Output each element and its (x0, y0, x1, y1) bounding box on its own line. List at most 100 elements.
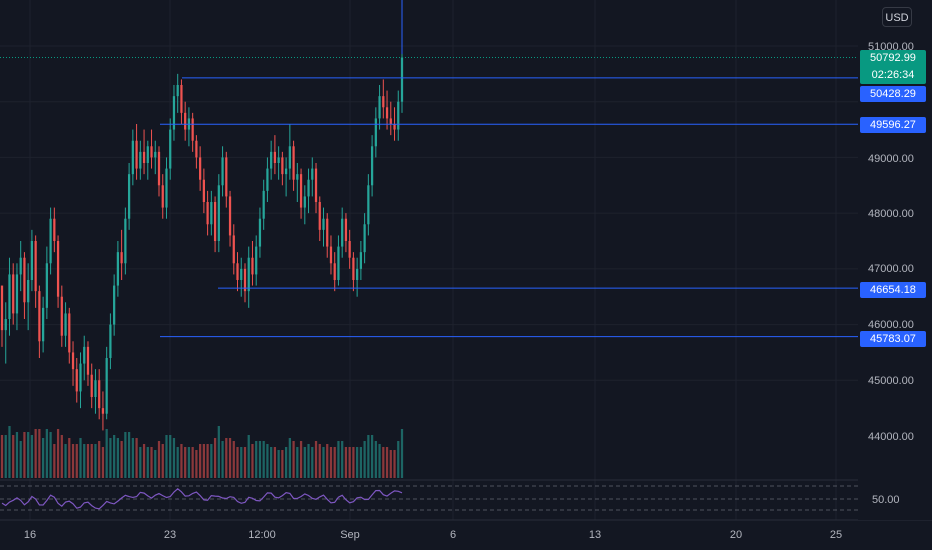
volume-bar (45, 429, 48, 478)
candle-body (184, 112, 187, 130)
volume-bar (344, 447, 348, 478)
candle-body (86, 346, 90, 375)
candle-body (210, 202, 213, 225)
volume-bar (94, 444, 97, 478)
volume-bar (359, 447, 362, 478)
currency-button[interactable]: USD (882, 7, 912, 27)
candle-body (8, 274, 11, 319)
candle-body (374, 118, 377, 147)
volume-bar (236, 447, 239, 478)
volume-bar (374, 441, 377, 478)
candle-body (53, 218, 56, 241)
volume-bar (352, 447, 355, 478)
candle-body (131, 140, 134, 175)
volume-bar (232, 441, 235, 478)
candle-body (255, 246, 258, 275)
volume-bar (363, 441, 366, 478)
time-label: 25 (829, 529, 843, 541)
volume-bar (213, 438, 217, 478)
candle-body (15, 274, 19, 314)
volume-bar (0, 435, 4, 478)
candle-body (389, 118, 392, 124)
volume-bar (64, 444, 67, 478)
volume-bar (292, 441, 295, 478)
candle-body (284, 168, 288, 175)
volume-bar (127, 432, 131, 478)
volume-bar (322, 447, 325, 478)
candle-body (165, 168, 168, 208)
volume-bar (288, 438, 291, 478)
candle-body (217, 185, 220, 241)
volume-bar (284, 447, 288, 478)
volume-bar (318, 444, 321, 478)
volume-bar (34, 429, 37, 478)
candle-body (382, 96, 385, 108)
candle-body (348, 241, 351, 258)
candle-body (101, 408, 105, 414)
volume-bar (240, 447, 243, 478)
candle-body (341, 218, 344, 247)
volume-bar (202, 444, 205, 478)
volume-bar (255, 441, 258, 478)
candle-body (172, 96, 176, 130)
volume-bar (157, 441, 161, 478)
volume-bar (83, 444, 86, 478)
candle-body (356, 268, 359, 280)
candle-body (71, 352, 75, 370)
volume-bar (150, 447, 153, 478)
candle-body (0, 285, 4, 331)
volume-bar (370, 435, 374, 478)
candle-body (34, 241, 37, 292)
price-tick: 48000.00 (868, 208, 914, 220)
candle-body (299, 174, 303, 208)
candle-body (116, 252, 120, 286)
candle-body (109, 324, 112, 358)
volume-bar (217, 426, 220, 478)
candle-body (393, 124, 396, 130)
candle-body (363, 224, 366, 253)
candle-body (120, 252, 123, 264)
volume-bar (124, 432, 127, 478)
candle-body (236, 263, 239, 280)
volume-bar (199, 444, 202, 478)
time-label: 20 (729, 529, 743, 541)
candle-body (367, 185, 370, 225)
volume-bar (307, 444, 310, 478)
volume-bar (296, 447, 299, 478)
candle-body (105, 358, 108, 414)
volume-bar (23, 432, 26, 478)
volume-bar (400, 429, 404, 478)
candle-body (370, 146, 374, 186)
candle-body (94, 380, 97, 397)
candle-body (45, 263, 48, 308)
volume-bar (15, 432, 19, 478)
volume-bar (101, 447, 105, 478)
candle-body (378, 96, 381, 119)
candle-body (56, 241, 60, 297)
candle-body (314, 168, 318, 202)
volume-bar (142, 444, 146, 478)
candle-body (225, 157, 228, 197)
volume-bar (42, 438, 45, 478)
volume-bar (71, 444, 75, 478)
candle-body (124, 218, 127, 264)
volume-bar (154, 450, 157, 478)
candle-body (79, 363, 82, 392)
candle-body (202, 179, 205, 202)
candle-body (42, 307, 45, 342)
time-label: 23 (163, 529, 177, 541)
candle-body (180, 85, 183, 113)
volume-bar (4, 435, 7, 478)
volume-bar (120, 441, 123, 478)
candle-body (68, 313, 71, 353)
volume-bar (86, 444, 90, 478)
volume-bar (326, 444, 329, 478)
volume-bar (187, 447, 191, 478)
volume-bar (165, 435, 168, 478)
candle-body (154, 151, 157, 158)
volume-bar (60, 435, 63, 478)
time-label: 6 (449, 529, 457, 541)
candle-body (146, 146, 149, 163)
volume-bar (139, 447, 142, 478)
